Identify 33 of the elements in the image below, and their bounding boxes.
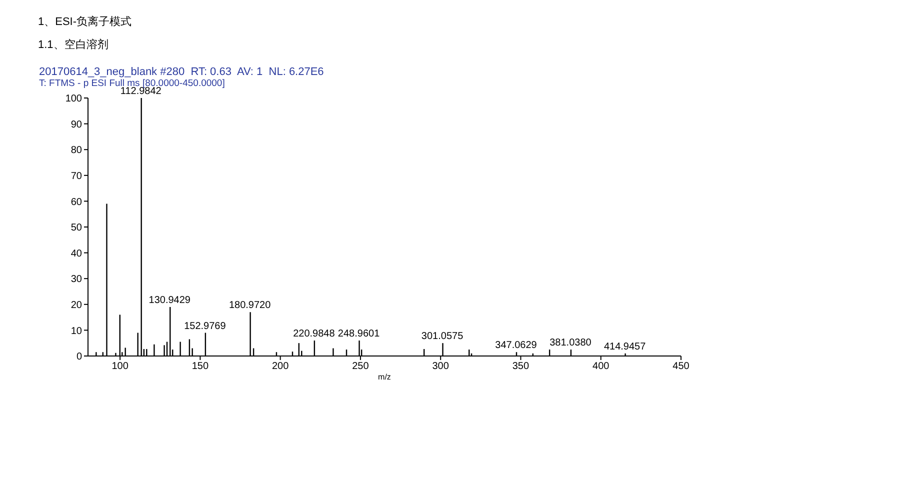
annotation: 220.9848 xyxy=(293,328,336,340)
y-tick-label: 60 xyxy=(70,196,82,208)
chart-title: 20170614_3_neg_blank #280 RT: 0.63 AV: 1 NL: 6.27E6 xyxy=(39,66,324,78)
text: 1.1、空白溶剂 xyxy=(38,38,108,52)
x-tick-label: 350 xyxy=(512,361,530,372)
y-tick-label: 30 xyxy=(70,274,82,286)
y-tick-label: 0 xyxy=(76,352,82,363)
x-tick-label: 250 xyxy=(352,361,370,372)
x-tick-label: 300 xyxy=(432,361,450,372)
annotation: 152.9769 xyxy=(184,320,226,332)
y-tick-label: 80 xyxy=(70,145,82,156)
annotation: 381.0380 xyxy=(550,338,592,349)
annotation: 130.9429 xyxy=(148,294,191,306)
text: 1、ESI-负离子模式 xyxy=(38,14,132,29)
y-tick-label: 90 xyxy=(70,119,82,130)
annotation: 248.9601 xyxy=(338,328,380,340)
x-tick-label: 450 xyxy=(672,361,690,372)
x-tick-label: 100 xyxy=(112,361,129,372)
y-tick-label: 40 xyxy=(70,248,82,260)
annotation: 414.9457 xyxy=(604,341,646,352)
y-tick-label: 20 xyxy=(70,300,82,311)
x-axis-title: m/z xyxy=(378,372,391,382)
x-tick-label: 400 xyxy=(592,361,610,372)
y-tick-label: 10 xyxy=(70,326,82,337)
y-tick-label: 70 xyxy=(70,170,82,182)
annotation: 112.9842 xyxy=(120,86,162,97)
x-tick-label: 150 xyxy=(192,361,209,372)
y-tick-label: 100 xyxy=(65,94,82,105)
x-tick-label: 200 xyxy=(272,361,290,372)
annotation: 180.9720 xyxy=(228,300,272,312)
annotation: 301.0575 xyxy=(421,331,464,342)
y-tick-label: 50 xyxy=(70,222,82,234)
annotation: 347.0629 xyxy=(495,340,538,352)
